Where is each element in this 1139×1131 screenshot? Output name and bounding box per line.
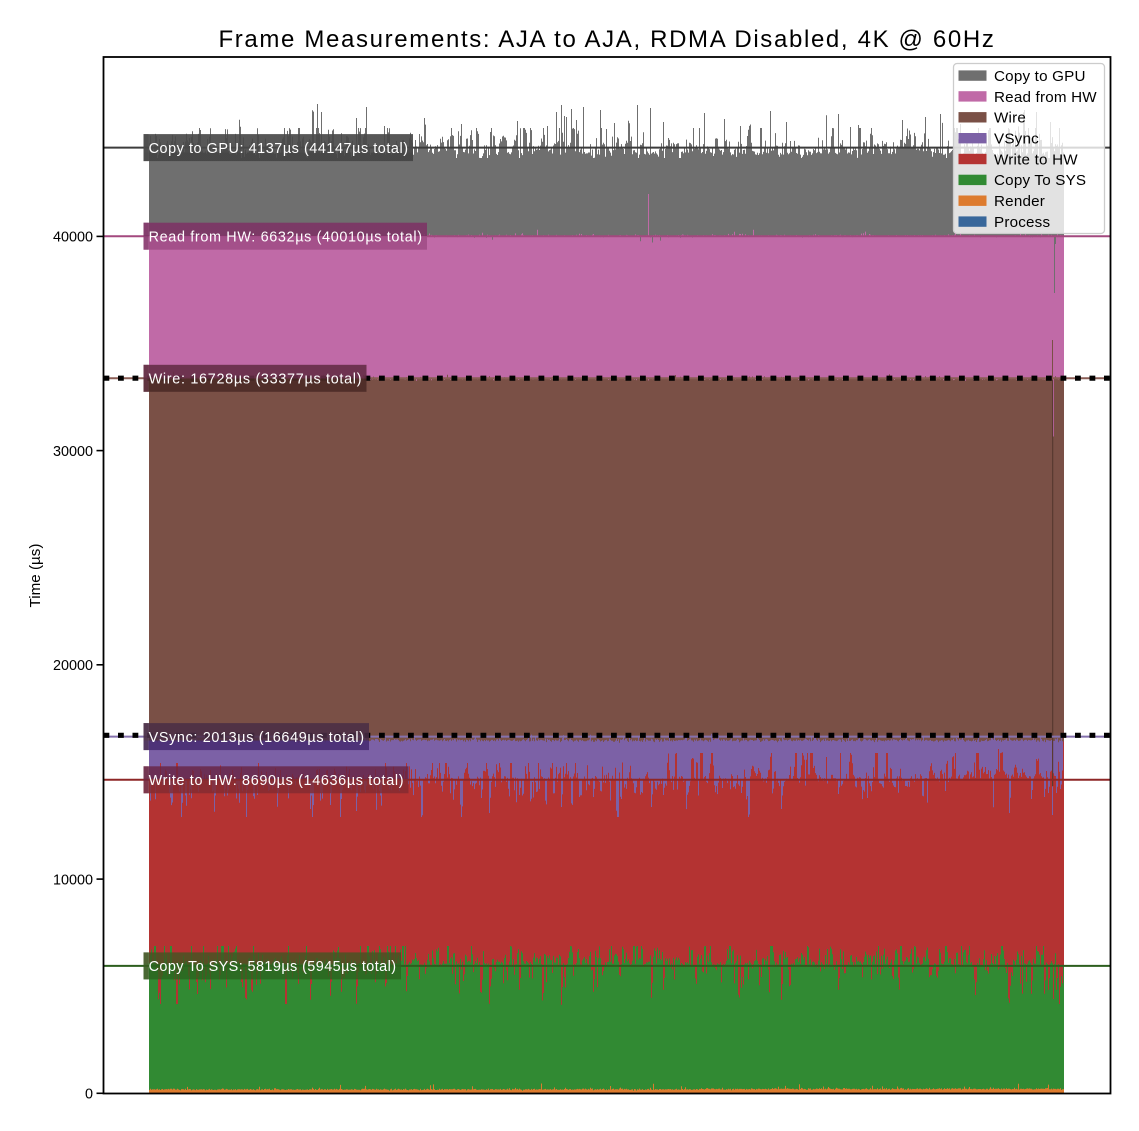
svg-text:Render: Render: [994, 193, 1045, 210]
svg-text:Write to HW: 8690µs (14636µs t: Write to HW: 8690µs (14636µs total): [149, 773, 404, 789]
svg-text:0: 0: [85, 1087, 93, 1103]
svg-text:Write to HW: Write to HW: [994, 151, 1078, 168]
svg-text:30000: 30000: [53, 444, 93, 460]
svg-text:Frame Measurements: AJA to AJA: Frame Measurements: AJA to AJA, RDMA Dis…: [218, 26, 995, 53]
svg-text:20000: 20000: [53, 658, 93, 674]
svg-text:Copy to GPU: Copy to GPU: [994, 68, 1086, 85]
svg-text:Read from HW: Read from HW: [994, 89, 1097, 106]
svg-text:Process: Process: [994, 214, 1050, 231]
svg-text:Wire: Wire: [994, 110, 1026, 127]
svg-text:Copy To SYS: Copy To SYS: [994, 172, 1086, 189]
svg-text:VSync: 2013µs (16649µs total): VSync: 2013µs (16649µs total): [149, 730, 364, 746]
svg-text:Copy To SYS: 5819µs (5945µs to: Copy To SYS: 5819µs (5945µs total): [149, 959, 396, 975]
svg-text:10000: 10000: [53, 872, 93, 888]
svg-text:Copy to GPU: 4137µs (44147µs t: Copy to GPU: 4137µs (44147µs total): [149, 141, 408, 157]
svg-text:Read from HW: 6632µs (40010µs: Read from HW: 6632µs (40010µs total): [149, 229, 422, 245]
svg-text:Wire: 16728µs (33377µs total): Wire: 16728µs (33377µs total): [149, 372, 362, 388]
svg-text:VSync: VSync: [994, 131, 1039, 148]
svg-text:40000: 40000: [53, 230, 93, 246]
svg-text:Time (µs): Time (µs): [27, 544, 44, 608]
